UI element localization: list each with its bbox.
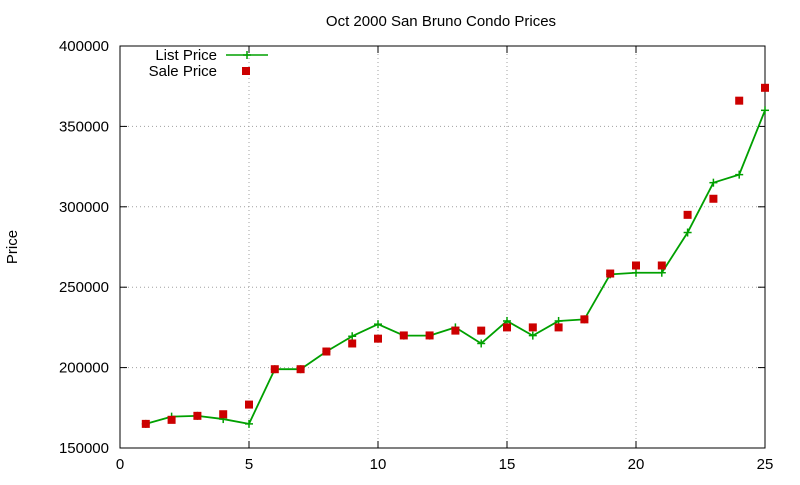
- sale-price-point: [219, 410, 228, 419]
- sale-price-point: [503, 323, 511, 332]
- sale-price-point: [399, 331, 408, 340]
- list-price-point: [245, 419, 253, 428]
- sale-price-point: [193, 411, 202, 420]
- sale-price-point: [606, 269, 615, 278]
- y-tick-label: 350000: [59, 118, 109, 135]
- axis-ticks: [119, 45, 766, 449]
- list-price-point: [528, 331, 537, 340]
- sale-price-point: [632, 261, 640, 270]
- sale-price-point: [270, 365, 279, 374]
- y-tick-label: 200000: [59, 360, 109, 377]
- tick-labels: 0 5 10 15 20 25 150000 200000 250000 300000 350000…: [59, 38, 773, 473]
- list-price-point: [374, 320, 382, 329]
- sale-price-point: [167, 415, 176, 424]
- list-price-point: [348, 332, 357, 341]
- y-tick-label: 150000: [59, 440, 109, 457]
- sale-price-point: [528, 323, 537, 332]
- sale-price-point: [348, 339, 357, 348]
- y-tick-label: 400000: [59, 38, 109, 55]
- sale-price-point: [657, 261, 666, 270]
- x-tick-label: 10: [370, 456, 387, 473]
- sale-price-point: [425, 331, 434, 340]
- legend-label-list-price: List Price: [155, 47, 217, 64]
- y-tick-label: 250000: [59, 279, 109, 296]
- list-price-point: [761, 106, 769, 115]
- x-tick-label: 5: [245, 456, 253, 473]
- sale-price-point: [322, 347, 331, 356]
- list-price-point: [632, 268, 640, 277]
- x-tick-label: 15: [499, 456, 516, 473]
- sale-price-point: [141, 419, 150, 428]
- x-tick-label: 20: [628, 456, 645, 473]
- list-price-point: [683, 228, 692, 237]
- list-price-point: [735, 170, 744, 179]
- legend-label-sale-price: Sale Price: [149, 63, 217, 80]
- sale-price-point: [374, 334, 382, 343]
- grid-lines: [120, 46, 765, 448]
- list-price-point: [477, 339, 486, 348]
- x-tick-label: 25: [757, 456, 774, 473]
- legend-marker-list-price: [243, 51, 251, 59]
- sale-price-point: [554, 323, 563, 332]
- x-tick-label: 0: [116, 456, 124, 473]
- y-tick-label: 300000: [59, 199, 109, 216]
- sale-price-point: [683, 210, 692, 219]
- sale-price-point: [245, 400, 253, 409]
- legend: List Price Sale Price: [149, 47, 268, 80]
- legend-marker-sale-price: [242, 67, 250, 75]
- sale-price-point: [735, 96, 744, 105]
- sale-price-point: [580, 315, 589, 324]
- series-layer: [141, 83, 769, 428]
- sale-price-point: [296, 365, 305, 374]
- list-price-point: [709, 178, 718, 187]
- sale-price-point: [451, 326, 460, 335]
- sale-price-point: [709, 194, 718, 203]
- list-price-line: [145, 109, 766, 425]
- chart-title: Oct 2000 San Bruno Condo Prices: [326, 13, 556, 30]
- list-price-point: [657, 268, 666, 277]
- y-axis-title: Price: [4, 230, 21, 264]
- sale-price-point: [477, 326, 486, 335]
- sale-price-point: [761, 83, 769, 92]
- plot-frame: [119, 45, 766, 449]
